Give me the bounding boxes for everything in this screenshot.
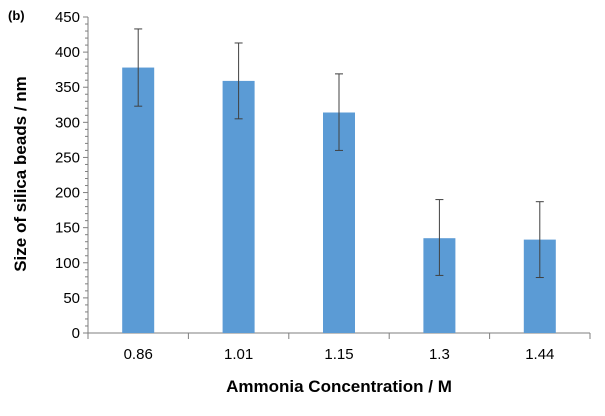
y-tick-label: 350: [55, 79, 80, 96]
x-tick-label: 1.15: [324, 346, 353, 363]
y-tick-label: 400: [55, 44, 80, 61]
x-tick-label: 1.3: [429, 346, 450, 363]
y-tick-label: 450: [55, 9, 80, 26]
y-tick-label: 100: [55, 255, 80, 272]
bar: [122, 67, 155, 333]
y-axis-title: Size of silica beads / nm: [11, 76, 30, 272]
y-tick-label: 300: [55, 114, 80, 131]
x-tick-label: 1.01: [224, 346, 253, 363]
x-axis-title: Ammonia Concentration / M: [226, 377, 452, 396]
x-tick-label: 1.44: [525, 346, 554, 363]
y-tick-label: 250: [55, 149, 80, 166]
y-tick-label: 50: [63, 290, 80, 307]
plot-area: 0 50 100 150 200 250 300 350 400 450 0.86 1.01 1.15 1…: [55, 9, 591, 363]
bar: [222, 80, 255, 333]
y-tick-label: 150: [55, 220, 80, 237]
x-tick-label: 0.86: [124, 346, 153, 363]
y-tick-label: 200: [55, 185, 80, 202]
panel-label: (b): [8, 8, 25, 23]
y-tick-label: 0: [72, 325, 80, 342]
